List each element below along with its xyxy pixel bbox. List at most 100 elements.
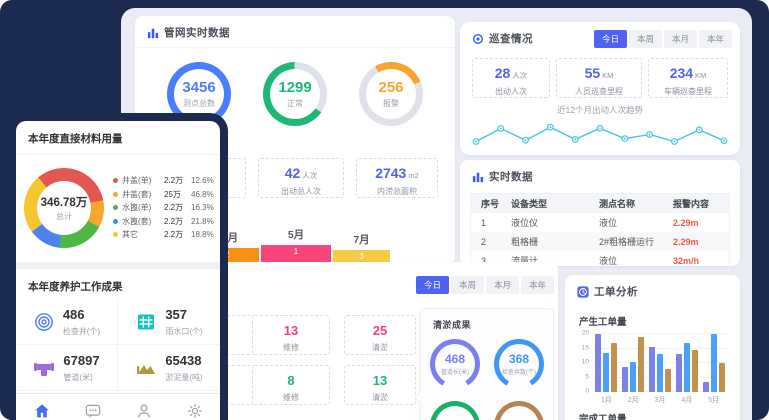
legend-percent: 21.8% xyxy=(191,216,214,226)
arc-gauge-partial xyxy=(430,401,480,420)
gridline: 15 xyxy=(582,344,727,351)
maintenance-results-grid: 486 检查井(个) 357 雨水口(个) 67897 管道(米) 65438 淤泥量(… xyxy=(16,299,220,391)
stat-label: 出动总人次 xyxy=(281,187,321,196)
workorder-card-title: 工单分析 xyxy=(594,286,638,298)
stat-value: 13 xyxy=(372,373,388,388)
bar xyxy=(622,367,629,392)
stat-box-repair-pending: 13 维修 xyxy=(252,315,330,355)
legend-dot xyxy=(113,205,118,211)
gauge-value: 1299 xyxy=(278,79,312,96)
data-point-dot xyxy=(723,139,725,142)
cell-point-name: 2#粗格栅运行 xyxy=(599,237,655,247)
tab-week[interactable]: 本周 xyxy=(628,30,662,48)
legend-item: 水篦(套) 2.2万 21.8% xyxy=(113,215,216,229)
bar xyxy=(595,334,602,392)
cell-index: 3 xyxy=(481,255,487,266)
result-label: 雨水口(个) xyxy=(165,327,203,336)
tab-week[interactable]: 本周 xyxy=(450,276,484,294)
mobile-preview-panel: 本年度直接材料用量 346.78万 总计 井盖(单) 2.2万 12.6% 井盖… xyxy=(8,113,228,420)
stat-unit: m2 xyxy=(408,171,419,180)
bar-chart-icon xyxy=(472,171,484,183)
stat-label: 内涝总面积 xyxy=(377,187,417,196)
x-axis-label: 5月 xyxy=(708,397,720,404)
network-card-header: 管网实时数据 xyxy=(135,16,455,48)
stat-label: 维修 xyxy=(283,393,299,402)
bar xyxy=(656,354,663,392)
ranking-rank: 3 xyxy=(359,251,364,261)
donut-total-value: 346.78万 xyxy=(40,197,88,209)
legend-item: 井盖(套) 25万 46.8% xyxy=(113,188,216,202)
gear-icon xyxy=(186,402,204,420)
table-row[interactable]: 2 粗格栅 2#粗格栅运行 2.29m xyxy=(471,232,729,251)
stat-value: 28 xyxy=(494,65,511,81)
legend-item: 井盖(单) 2.2万 12.6% xyxy=(113,174,216,188)
nav-settings-button[interactable] xyxy=(186,401,204,420)
tab-month[interactable]: 本月 xyxy=(485,276,519,294)
bar xyxy=(648,347,655,392)
nav-profile-button[interactable] xyxy=(135,401,153,420)
result-label: 管道(米) xyxy=(63,373,93,382)
cell-alarm-value: 2.29m xyxy=(673,217,699,228)
stat-box-flood-area: 2743 m2 内涝总面积 xyxy=(356,158,438,198)
dredge-results-subcard: 清淤成果 468 管道长(米) 368 检查井数(个) xyxy=(414,308,554,420)
legend-value: 2.2万 xyxy=(164,176,184,186)
workorder-card: 工单分析 产生工单量 0 5 10 15 20 1月 2月 3月 4月 5月 完成工单量 xyxy=(565,275,740,420)
stat-box-dispatch-total: 42 人次 出动总人次 xyxy=(258,158,344,198)
chat-bubble-icon xyxy=(84,402,102,420)
bar xyxy=(611,342,618,392)
stat-box-patrol-dispatch: 28 人次 出动人次 xyxy=(472,58,550,98)
result-item-sludge: 65438 淤泥量(吨) xyxy=(118,345,220,391)
table-row[interactable]: 3 流量计 液位 32m/h xyxy=(471,251,729,270)
stat-value: 2743 xyxy=(375,165,407,181)
stat-unit: 人次 xyxy=(302,171,318,180)
result-item-manholes: 486 检查井(个) xyxy=(16,299,118,345)
gauge-value: 468 xyxy=(444,352,466,366)
arc-gauge-partial xyxy=(494,401,544,420)
arc-gauge-grid: 468 管道长(米) 368 检查井数(个) xyxy=(421,331,553,420)
stat-box-dredge-done: 13 清淤 xyxy=(344,365,416,405)
result-value: 67897 xyxy=(63,353,100,368)
stat-box-vehicle-mileage: 234 KM 车辆巡查里程 xyxy=(648,58,728,98)
x-axis-label: 3月 xyxy=(654,397,666,404)
legend-item: 水篦(单) 2.2万 16.3% xyxy=(113,201,216,215)
ring-gauge-normal: 1299 正常 xyxy=(263,62,327,126)
patrol-card-header: 巡查情况 xyxy=(460,22,740,53)
gauge-label: 管道长(米) xyxy=(441,370,469,376)
stat-label: 清淤 xyxy=(372,393,388,402)
legend-percent: 18.8% xyxy=(191,230,214,240)
subcard-title: 清淤成果 xyxy=(433,320,472,330)
column-header: 报警内容 xyxy=(673,199,710,209)
tab-year[interactable]: 本年 xyxy=(520,276,554,294)
ranking-month-label: 7月 xyxy=(353,234,370,246)
tab-year[interactable]: 本年 xyxy=(698,30,732,48)
tab-month[interactable]: 本月 xyxy=(663,30,697,48)
stat-value: 42 xyxy=(284,165,301,181)
stat-box-person-mileage: 55 KM 人员巡查里程 xyxy=(556,58,642,98)
result-value: 357 xyxy=(165,307,188,322)
legend-dot xyxy=(113,218,118,224)
ranking-month-label: 5月 xyxy=(287,229,305,241)
column-header: 测点名称 xyxy=(599,199,636,209)
y-axis-tick-label: 15 xyxy=(581,344,589,351)
stat-label: 车辆巡查里程 xyxy=(664,87,712,96)
table-row[interactable]: 1 液位仪 液位 2.29m xyxy=(471,213,729,232)
patrol-card-title: 巡查情况 xyxy=(489,33,533,45)
nav-messages-button[interactable] xyxy=(84,401,102,420)
nav-home-button[interactable] xyxy=(33,401,51,420)
gauge-value: 256 xyxy=(378,79,404,96)
cell-device-type: 流量计 xyxy=(511,256,539,266)
stat-value: 55 xyxy=(584,65,601,81)
eye-icon xyxy=(472,33,484,45)
result-value: 486 xyxy=(62,307,85,322)
ranking-bar-jul: 7月 3 xyxy=(333,234,390,264)
network-card-title: 管网实时数据 xyxy=(164,27,230,39)
bar xyxy=(683,342,690,392)
clock-icon xyxy=(577,285,589,298)
legend-label: 井盖(套) xyxy=(122,189,152,199)
tab-today[interactable]: 今日 xyxy=(593,30,627,48)
pipe-icon xyxy=(33,357,55,379)
table-header-row: 序号 设备类型 测点名称 报警内容 xyxy=(471,194,729,213)
tab-today[interactable]: 今日 xyxy=(415,276,449,294)
workorder-x-axis: 1月 2月 3月 4月 5月 xyxy=(593,395,727,405)
data-point-dot xyxy=(599,127,601,130)
